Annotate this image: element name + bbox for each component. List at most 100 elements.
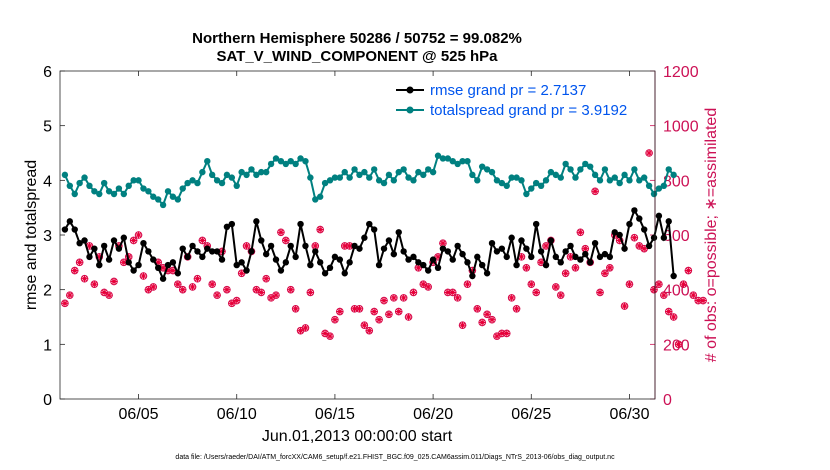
obs-assimilated-point — [233, 297, 241, 305]
rmse-point — [71, 226, 78, 233]
obs-assimilated-point — [449, 288, 457, 296]
rmse-point — [204, 245, 211, 252]
rmse-point — [532, 220, 540, 228]
totalspread-point — [199, 168, 206, 176]
rmse-point — [464, 259, 471, 266]
legend-rmse-label: rmse grand pr = 2.7137 — [430, 82, 586, 99]
rmse-point — [459, 250, 466, 258]
totalspread-point — [213, 177, 221, 184]
rmse-point — [601, 250, 609, 258]
totalspread-point — [297, 155, 304, 162]
obs-assimilated-point — [522, 264, 530, 272]
rmse-point — [194, 248, 201, 255]
obs-assimilated-point — [473, 305, 481, 313]
obs-assimilated-point — [257, 288, 265, 296]
rmse-point — [199, 253, 206, 261]
obs-assimilated-point — [149, 283, 157, 291]
obs-assimilated-point — [306, 288, 314, 296]
rmse-point — [488, 240, 496, 247]
obs-assimilated-point — [134, 231, 143, 239]
y-tick-label: 6 — [43, 64, 52, 81]
obs-assimilated-point — [468, 266, 476, 275]
obs-assimilated-point — [66, 291, 74, 299]
totalspread-point — [582, 160, 589, 168]
rmse-point — [415, 259, 422, 266]
totalspread-point — [223, 171, 231, 179]
rmse-point — [159, 275, 167, 282]
obs-assimilated-point — [350, 305, 359, 313]
rmse-point — [321, 270, 329, 277]
obs-assimilated-point — [169, 266, 177, 275]
obs-assimilated-point — [267, 294, 275, 302]
rmse-point — [562, 248, 569, 255]
obs-assimilated-point — [483, 310, 491, 318]
rmse-point — [370, 226, 378, 233]
totalspread-point — [420, 171, 427, 179]
rmse-point — [120, 234, 128, 241]
obs-assimilated-point — [400, 294, 408, 302]
rmse-point — [312, 248, 319, 255]
totalspread-point — [125, 182, 132, 189]
rmse-point — [267, 242, 275, 250]
obs-assimilated-point — [684, 266, 692, 275]
totalspread-point — [96, 190, 103, 198]
obs-assimilated-point — [512, 305, 521, 313]
obs-assimilated-point — [179, 286, 187, 294]
obs-assimilated-point — [424, 283, 432, 291]
x-tick-label: 06/20 — [413, 406, 453, 423]
obs-assimilated-point — [508, 294, 516, 302]
rmse-point — [150, 256, 157, 263]
obs-assimilated-point — [458, 321, 467, 329]
rmse-point — [380, 245, 388, 252]
obs-assimilated-point — [208, 280, 216, 288]
totalspread-point — [81, 174, 88, 181]
obs-assimilated-point — [562, 269, 570, 277]
totalspread-point — [189, 177, 196, 184]
rmse-point — [586, 259, 594, 266]
totalspread-point — [488, 168, 496, 176]
totalspread-point — [312, 196, 319, 203]
obs-assimilated-point — [414, 264, 422, 272]
totalspread-point — [277, 158, 285, 165]
rmse-point — [287, 242, 294, 250]
rmse-point — [631, 207, 638, 214]
obs-assimilated-point — [537, 258, 545, 266]
obs-assimilated-point — [61, 299, 69, 307]
rmse-point — [66, 218, 74, 225]
obs-assimilated-point — [188, 283, 197, 291]
rmse-point — [238, 259, 245, 266]
y-tick-label: 2 — [43, 283, 52, 300]
rmse-point — [105, 256, 113, 263]
totalspread-point — [154, 196, 162, 203]
totalspread-point — [474, 177, 481, 184]
rmse-point — [115, 245, 123, 252]
rmse-point — [375, 261, 383, 269]
obs-assimilated-point — [80, 275, 89, 283]
rmse-point — [449, 256, 456, 263]
rmse-point — [179, 245, 186, 252]
y2-axis-label: # of obs: o=possible; ∗=assimilated — [703, 108, 720, 362]
totalspread-point — [208, 171, 216, 179]
rmse-point — [660, 234, 668, 241]
totalspread-point — [375, 177, 383, 184]
totalspread-point — [262, 168, 270, 176]
obs-assimilated-point — [493, 332, 501, 340]
obs-assimilated-point — [242, 242, 251, 250]
totalspread-point — [601, 166, 609, 173]
totalspread-point — [542, 177, 550, 184]
obs-assimilated-point — [262, 275, 270, 283]
totalspread-point — [655, 185, 663, 192]
totalspread-point — [110, 190, 118, 198]
totalspread-point — [105, 188, 113, 195]
rmse-point — [596, 253, 604, 261]
totalspread-point — [218, 179, 226, 187]
obs-assimilated-point — [591, 187, 599, 195]
totalspread-point — [645, 182, 653, 189]
obs-assimilated-point — [301, 324, 310, 332]
totalspread-point — [498, 179, 506, 187]
obs-assimilated-point — [311, 242, 319, 250]
totalspread-point — [385, 171, 393, 179]
rmse-point — [61, 226, 69, 233]
totalspread-point — [292, 160, 299, 168]
